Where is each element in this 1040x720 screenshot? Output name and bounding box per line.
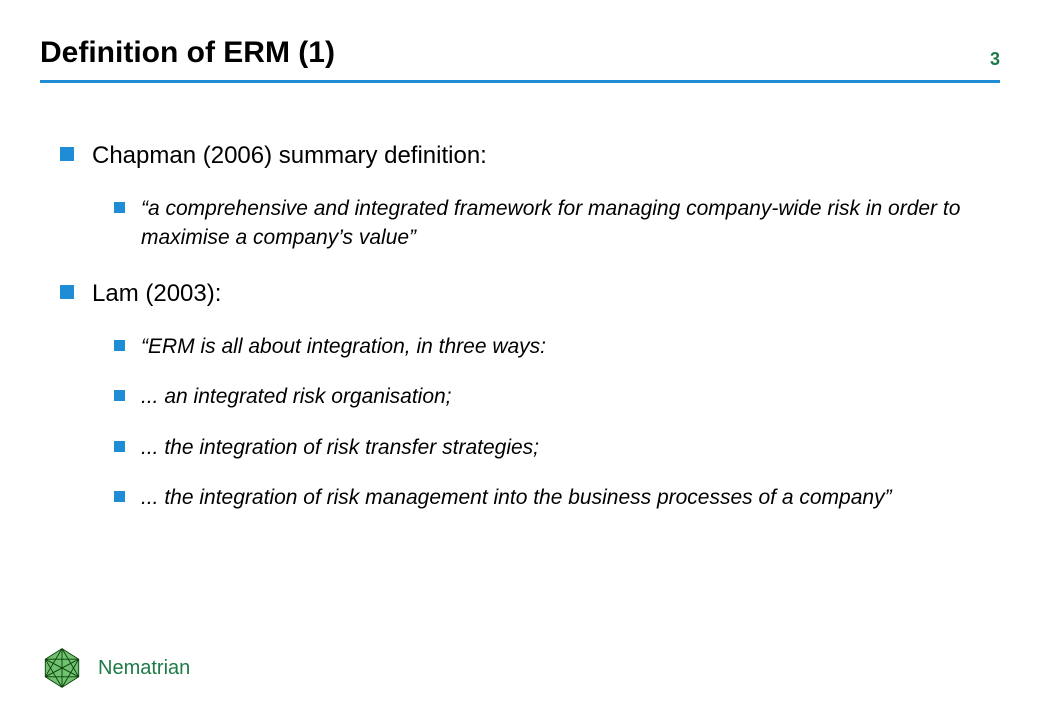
bullet-level1: Lam (2003):	[60, 278, 980, 309]
square-bullet-icon	[114, 340, 125, 351]
bullet-text: ... an integrated risk organisation;	[141, 383, 452, 411]
bullet-level2: “ERM is all about integration, in three …	[114, 333, 980, 361]
bullet-text: ... the integration of risk transfer str…	[141, 434, 539, 462]
bullet-text: Chapman (2006) summary definition:	[92, 140, 487, 171]
square-bullet-icon	[114, 441, 125, 452]
bullet-level1: Chapman (2006) summary definition:	[60, 140, 980, 171]
bullet-level2: “a comprehensive and integrated framewor…	[114, 195, 980, 252]
square-bullet-icon	[114, 491, 125, 502]
slide-title: Definition of ERM (1)	[40, 36, 335, 70]
brand-name: Nematrian	[98, 657, 190, 680]
square-bullet-icon	[114, 202, 125, 213]
bullet-text: “ERM is all about integration, in three …	[141, 333, 546, 361]
slide: Definition of ERM (1) 3 Chapman (2006) s…	[0, 0, 1040, 720]
sub-bullet-group: “ERM is all about integration, in three …	[114, 333, 980, 512]
bullet-text: Lam (2003):	[92, 278, 221, 309]
bullet-level2: ... the integration of risk management i…	[114, 484, 980, 512]
bullet-text: “a comprehensive and integrated framewor…	[141, 195, 980, 252]
slide-body: Chapman (2006) summary definition: “a com…	[60, 140, 980, 538]
slide-footer: Nematrian	[40, 646, 190, 690]
header-rule	[40, 80, 1000, 83]
page-number: 3	[990, 49, 1000, 70]
slide-header: Definition of ERM (1) 3	[40, 36, 1000, 70]
sub-bullet-group: “a comprehensive and integrated framewor…	[114, 195, 980, 252]
square-bullet-icon	[60, 285, 74, 299]
square-bullet-icon	[114, 390, 125, 401]
brand-logo-icon	[40, 646, 84, 690]
bullet-level2: ... an integrated risk organisation;	[114, 383, 980, 411]
bullet-level2: ... the integration of risk transfer str…	[114, 434, 980, 462]
bullet-text: ... the integration of risk management i…	[141, 484, 892, 512]
square-bullet-icon	[60, 147, 74, 161]
